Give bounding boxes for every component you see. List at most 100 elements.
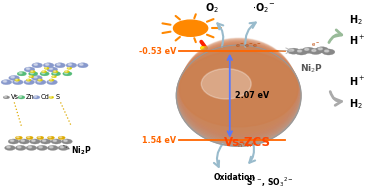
Circle shape <box>77 63 88 68</box>
Circle shape <box>18 146 21 148</box>
Circle shape <box>3 81 7 82</box>
Circle shape <box>52 76 54 77</box>
Ellipse shape <box>180 41 297 136</box>
Text: H$^+$: H$^+$ <box>349 33 366 46</box>
Circle shape <box>32 140 35 142</box>
Ellipse shape <box>181 40 297 134</box>
Circle shape <box>66 63 77 68</box>
Circle shape <box>26 79 31 81</box>
Circle shape <box>16 79 17 80</box>
Circle shape <box>51 71 61 76</box>
Circle shape <box>45 67 47 68</box>
Circle shape <box>42 72 45 74</box>
Ellipse shape <box>179 42 298 138</box>
Circle shape <box>30 139 40 144</box>
Circle shape <box>54 71 55 72</box>
Circle shape <box>47 145 58 150</box>
Circle shape <box>11 76 14 78</box>
Circle shape <box>5 145 15 150</box>
Circle shape <box>8 139 19 144</box>
Text: e$^-$: e$^-$ <box>251 42 262 50</box>
Circle shape <box>21 140 25 142</box>
Text: Vs-ZCS: Vs-ZCS <box>224 136 271 149</box>
Ellipse shape <box>182 38 295 129</box>
Circle shape <box>312 50 316 51</box>
Text: H$_2$: H$_2$ <box>349 13 363 27</box>
Circle shape <box>68 67 69 68</box>
Circle shape <box>30 76 31 77</box>
Circle shape <box>26 68 30 70</box>
Text: $\mathbf{Ni_2P}$: $\mathbf{Ni_2P}$ <box>71 144 92 157</box>
Text: e$^-$: e$^-$ <box>236 42 246 50</box>
Circle shape <box>46 64 49 65</box>
Circle shape <box>322 49 335 55</box>
Ellipse shape <box>181 40 297 133</box>
Circle shape <box>174 20 208 36</box>
Circle shape <box>309 48 322 54</box>
Circle shape <box>68 64 72 65</box>
Text: H$^+$: H$^+$ <box>349 75 366 88</box>
Ellipse shape <box>180 41 297 136</box>
Circle shape <box>37 79 43 81</box>
Circle shape <box>4 96 7 97</box>
Circle shape <box>32 75 42 81</box>
Text: 1.54 eV: 1.54 eV <box>142 136 176 145</box>
Ellipse shape <box>177 44 300 143</box>
Circle shape <box>10 140 14 142</box>
Circle shape <box>40 139 51 144</box>
Circle shape <box>43 63 54 68</box>
Ellipse shape <box>179 42 298 139</box>
Circle shape <box>318 48 322 50</box>
Text: Zn: Zn <box>26 94 35 100</box>
Text: 2.07 eV: 2.07 eV <box>235 91 269 100</box>
Circle shape <box>38 137 40 138</box>
Circle shape <box>12 80 23 85</box>
Circle shape <box>43 71 44 72</box>
Circle shape <box>24 67 35 72</box>
Circle shape <box>60 146 63 148</box>
Circle shape <box>49 96 54 98</box>
Circle shape <box>65 71 67 72</box>
Circle shape <box>58 145 69 150</box>
Text: h$^+$: h$^+$ <box>246 142 256 150</box>
Circle shape <box>31 71 33 72</box>
Ellipse shape <box>179 42 299 140</box>
Circle shape <box>62 139 72 144</box>
Ellipse shape <box>177 45 301 146</box>
Text: h$^+$: h$^+$ <box>237 142 247 150</box>
Circle shape <box>64 70 69 73</box>
Circle shape <box>47 67 58 72</box>
Circle shape <box>80 64 83 65</box>
Circle shape <box>41 70 47 73</box>
Circle shape <box>26 145 37 150</box>
Circle shape <box>43 140 46 142</box>
Circle shape <box>29 71 38 76</box>
Circle shape <box>15 145 26 150</box>
Circle shape <box>47 136 55 139</box>
Text: H$_2$: H$_2$ <box>349 97 363 111</box>
Circle shape <box>19 139 30 144</box>
Circle shape <box>325 50 329 52</box>
Circle shape <box>298 50 302 52</box>
Circle shape <box>19 72 22 74</box>
Circle shape <box>305 48 309 50</box>
Ellipse shape <box>178 43 299 141</box>
Circle shape <box>63 71 72 76</box>
Ellipse shape <box>181 40 297 135</box>
Circle shape <box>59 137 62 138</box>
Circle shape <box>17 71 26 76</box>
Circle shape <box>295 49 308 55</box>
Circle shape <box>53 70 58 73</box>
Circle shape <box>316 47 328 53</box>
Text: S: S <box>56 94 60 100</box>
Circle shape <box>58 136 65 139</box>
Circle shape <box>53 140 57 142</box>
Circle shape <box>24 80 34 85</box>
Circle shape <box>44 67 49 69</box>
Ellipse shape <box>178 43 299 140</box>
Ellipse shape <box>178 43 299 142</box>
Circle shape <box>29 75 34 78</box>
Circle shape <box>33 96 40 99</box>
Circle shape <box>9 75 19 81</box>
Ellipse shape <box>177 44 301 145</box>
